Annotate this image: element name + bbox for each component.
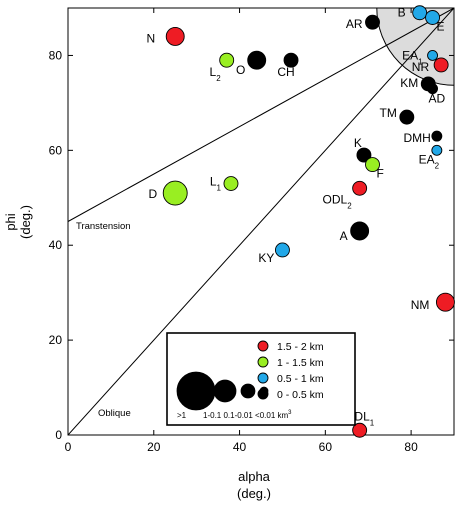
point-label-a: A (340, 229, 348, 243)
x-axis-title: alpha (238, 469, 271, 484)
point-label-ch: CH (277, 65, 294, 79)
region-label-oblique: Oblique (98, 408, 131, 419)
data-point-e (425, 10, 441, 25)
point-label-f: F (377, 167, 384, 181)
point-label-ea2: EA2 (419, 152, 440, 170)
point-label-l2: L2 (210, 65, 222, 83)
y-axis-title: phi (3, 213, 18, 230)
x-tick-label: 0 (65, 440, 72, 454)
legend-label-1.5-2: 1.5 - 2 km (277, 341, 324, 353)
point-label-nm: NM (411, 298, 430, 312)
data-point-a (350, 221, 370, 241)
point-label-odl2: ODL2 (323, 192, 353, 210)
legend-color-entries: 1.5 - 2 km 1 - 1.5 km 0.5 - 1 km 0 - 0.5 km (257, 340, 324, 401)
legend-swatch-0.5-1 (257, 372, 269, 384)
x-tick-label: 20 (147, 440, 161, 454)
legend-size-label-0: >1 (177, 411, 187, 420)
point-label-km: KM (400, 76, 418, 90)
y-tick-label: 80 (49, 48, 63, 62)
legend-size-symbol-3 (259, 386, 269, 396)
data-point-ch (283, 52, 299, 68)
point-label-k: K (354, 136, 362, 150)
legend: 1.5 - 2 km 1 - 1.5 km 0.5 - 1 km 0 - 0.5 km… (166, 332, 356, 426)
legend-size-labels: 1-0.1 0.1-0.01 <0.01 km3 (203, 410, 292, 420)
x-axis-ticks: 0 20 40 60 80 (65, 8, 418, 454)
point-label-ky: KY (258, 251, 274, 265)
data-point-o (247, 50, 267, 70)
point-label-ad: AD (429, 92, 446, 106)
data-point-dmh (431, 130, 443, 142)
point-label-e: E (437, 19, 445, 33)
point-label-b: B (398, 6, 406, 20)
legend-size-symbol-0 (176, 371, 216, 411)
point-label-l1: L1 (210, 175, 222, 193)
y-tick-label: 40 (49, 238, 63, 252)
x-tick-label: 40 (233, 440, 247, 454)
point-label-n: N (147, 31, 156, 45)
data-point-nr (433, 57, 449, 73)
data-point-ad (427, 83, 439, 95)
point-label-ea1: EA1 (402, 48, 423, 66)
plot-frame (67, 7, 455, 436)
point-label-o: O (236, 63, 245, 77)
data-point-odl1 (352, 422, 368, 438)
legend-swatch-1.5-2 (257, 340, 269, 352)
point-label-ar: AR (346, 17, 363, 31)
point-label-d: D (149, 187, 158, 201)
data-point-l1 (223, 176, 239, 191)
region-label-transtension: Transtension (76, 221, 131, 232)
x-axis-unit: (deg.) (237, 486, 271, 501)
data-point-k (356, 147, 372, 163)
legend-size-symbol-2 (240, 383, 256, 399)
x-tick-label: 60 (319, 440, 333, 454)
data-point-d (162, 180, 188, 206)
legend-size-symbol-1 (213, 379, 237, 403)
data-point-b (412, 5, 428, 21)
transtension-boundary-line (68, 8, 454, 222)
data-point-odl2 (352, 180, 368, 196)
point-label-dmh: DMH (404, 131, 431, 145)
legend-label-0-0.5: 0 - 0.5 km (277, 389, 324, 401)
y-axis-unit: (deg.) (18, 205, 33, 239)
legend-label-1-1.5: 1 - 1.5 km (277, 357, 324, 369)
y-tick-label: 0 (55, 428, 62, 442)
legend-swatch-1-1.5 (257, 356, 269, 368)
data-point-nm (435, 292, 455, 312)
y-tick-label: 20 (49, 333, 63, 347)
data-point-f (365, 157, 380, 173)
point-label-tm: TM (379, 106, 396, 120)
legend-size-entries: >1 1-0.1 0.1-0.01 <0.01 km3 (176, 371, 292, 420)
oblique-boundary-line (68, 8, 454, 435)
data-point-l2 (219, 52, 235, 68)
data-point-n (165, 27, 185, 46)
x-tick-label: 80 (404, 440, 418, 454)
data-point-ar (365, 14, 380, 30)
data-point-tm (399, 109, 415, 125)
data-point-ky (274, 242, 290, 258)
y-axis-ticks: 0 20 40 60 80 (49, 48, 454, 442)
data-point-ea2 (431, 144, 443, 156)
data-point-ea1 (427, 49, 439, 61)
point-label-nr: NR (412, 60, 430, 74)
y-tick-label: 60 (49, 143, 63, 157)
legend-label-0.5-1: 0.5 - 1 km (277, 373, 324, 385)
